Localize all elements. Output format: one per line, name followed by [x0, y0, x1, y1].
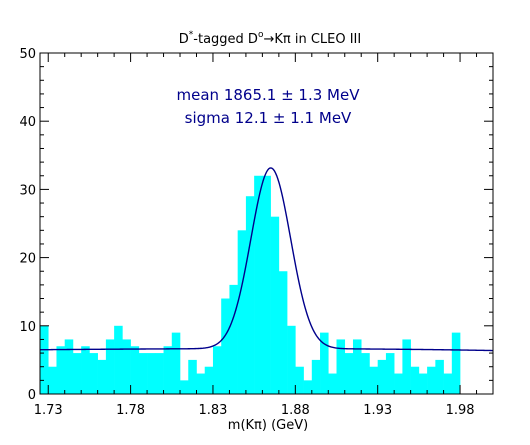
- histogram-bar: [320, 332, 329, 394]
- x-tick-label: 1.78: [116, 403, 145, 418]
- histogram-bars: [40, 175, 461, 394]
- histogram-bar: [204, 366, 214, 394]
- histogram-bar: [212, 346, 222, 394]
- histogram-bar: [221, 298, 230, 394]
- x-tick-label: 1.73: [34, 403, 63, 418]
- tick-labels: 1.73 1.78 1.83 1.88 1.93 1.98 0 10 20 30 40 50: [19, 47, 474, 418]
- histogram-bar: [270, 216, 280, 394]
- histogram-bar: [394, 373, 403, 394]
- histogram-bar: [48, 366, 57, 394]
- histogram-bar: [451, 332, 461, 394]
- histogram-bar: [180, 380, 189, 394]
- histogram-bar: [155, 353, 164, 394]
- histogram-bar: [336, 339, 346, 394]
- histogram-bar: [344, 353, 354, 394]
- y-tick-label: 10: [19, 320, 36, 335]
- histogram-bar: [385, 353, 395, 394]
- histogram-bar: [418, 373, 428, 394]
- histogram-bar: [262, 175, 271, 394]
- histogram-bar: [443, 373, 453, 394]
- histogram-bar: [377, 359, 387, 394]
- histogram-bar: [287, 325, 296, 394]
- histogram-bar: [163, 346, 173, 394]
- histogram-bar: [64, 339, 74, 394]
- histogram-bar: [361, 353, 370, 394]
- y-tick-label: 0: [28, 388, 36, 403]
- y-tick-label: 40: [19, 115, 36, 130]
- histogram-bar: [278, 271, 288, 394]
- annotation-sigma: sigma 12.1 ± 1.1 MeV: [185, 109, 352, 127]
- axis-ticks: [40, 52, 494, 395]
- histogram-bar: [97, 359, 107, 394]
- histogram-bar: [303, 380, 313, 394]
- histogram-bar: [369, 366, 378, 394]
- histogram-bar: [81, 346, 90, 394]
- histogram-bar: [72, 353, 82, 394]
- histogram-bar: [89, 353, 98, 394]
- histogram-bar: [114, 325, 123, 394]
- y-tick-label: 20: [19, 252, 36, 267]
- histogram-bar: [245, 196, 255, 394]
- histogram-bar: [122, 339, 131, 394]
- histogram-bar: [229, 284, 238, 394]
- y-tick-label: 30: [19, 183, 36, 198]
- chart-title: D*-tagged Do→Kπ in CLEO III: [179, 30, 361, 47]
- histogram-bar: [138, 353, 148, 394]
- x-tick-label: 1.88: [281, 403, 310, 418]
- x-tick-label: 1.98: [446, 403, 475, 418]
- histogram-bar: [295, 366, 304, 394]
- histogram-bar: [171, 332, 181, 394]
- histogram-bar: [40, 325, 49, 394]
- x-axis-label: m(Kπ) (GeV): [228, 418, 308, 433]
- plot-frame: [39, 52, 494, 395]
- x-tick-label: 1.83: [198, 403, 227, 418]
- histogram-bar: [130, 346, 140, 394]
- histogram-bar: [410, 366, 420, 394]
- histogram-bar: [427, 366, 436, 394]
- y-tick-label: 50: [19, 47, 36, 62]
- histogram-bar: [196, 373, 206, 394]
- histogram-bar: [435, 359, 444, 394]
- histogram-bar: [311, 359, 321, 394]
- annotation-mean: mean 1865.1 ± 1.3 MeV: [177, 86, 361, 104]
- histogram-bar: [105, 339, 115, 394]
- histogram-bar: [147, 353, 156, 394]
- x-tick-label: 1.93: [363, 403, 392, 418]
- histogram-bar: [402, 339, 411, 394]
- histogram-bar: [237, 230, 247, 394]
- fit-curve: [39, 167, 494, 352]
- histogram-bar: [254, 175, 263, 394]
- histogram-bar: [56, 346, 66, 394]
- histogram-bar: [188, 359, 197, 394]
- histogram-bar: [328, 373, 337, 394]
- histogram-bar: [352, 339, 362, 394]
